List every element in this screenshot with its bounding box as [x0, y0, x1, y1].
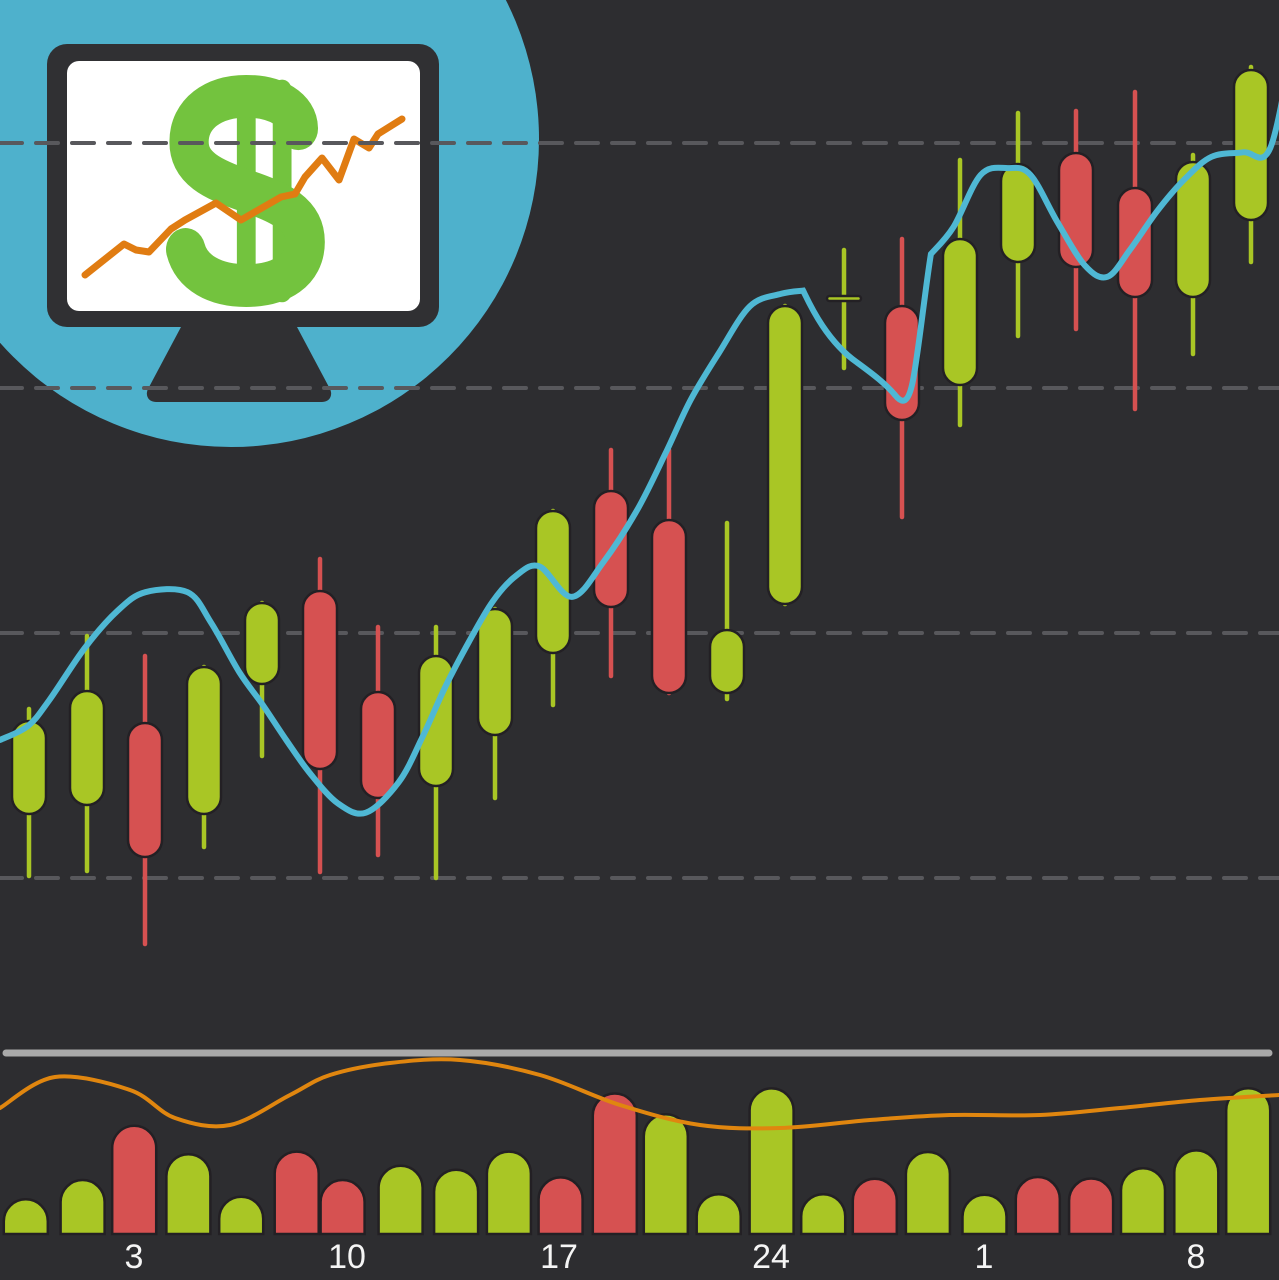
svg-text:8: 8	[1187, 1238, 1206, 1276]
svg-text:24: 24	[752, 1238, 790, 1276]
svg-text:10: 10	[328, 1238, 366, 1276]
svg-text:17: 17	[540, 1238, 578, 1276]
svg-text:1: 1	[975, 1238, 994, 1276]
svg-text:3: 3	[125, 1238, 144, 1276]
